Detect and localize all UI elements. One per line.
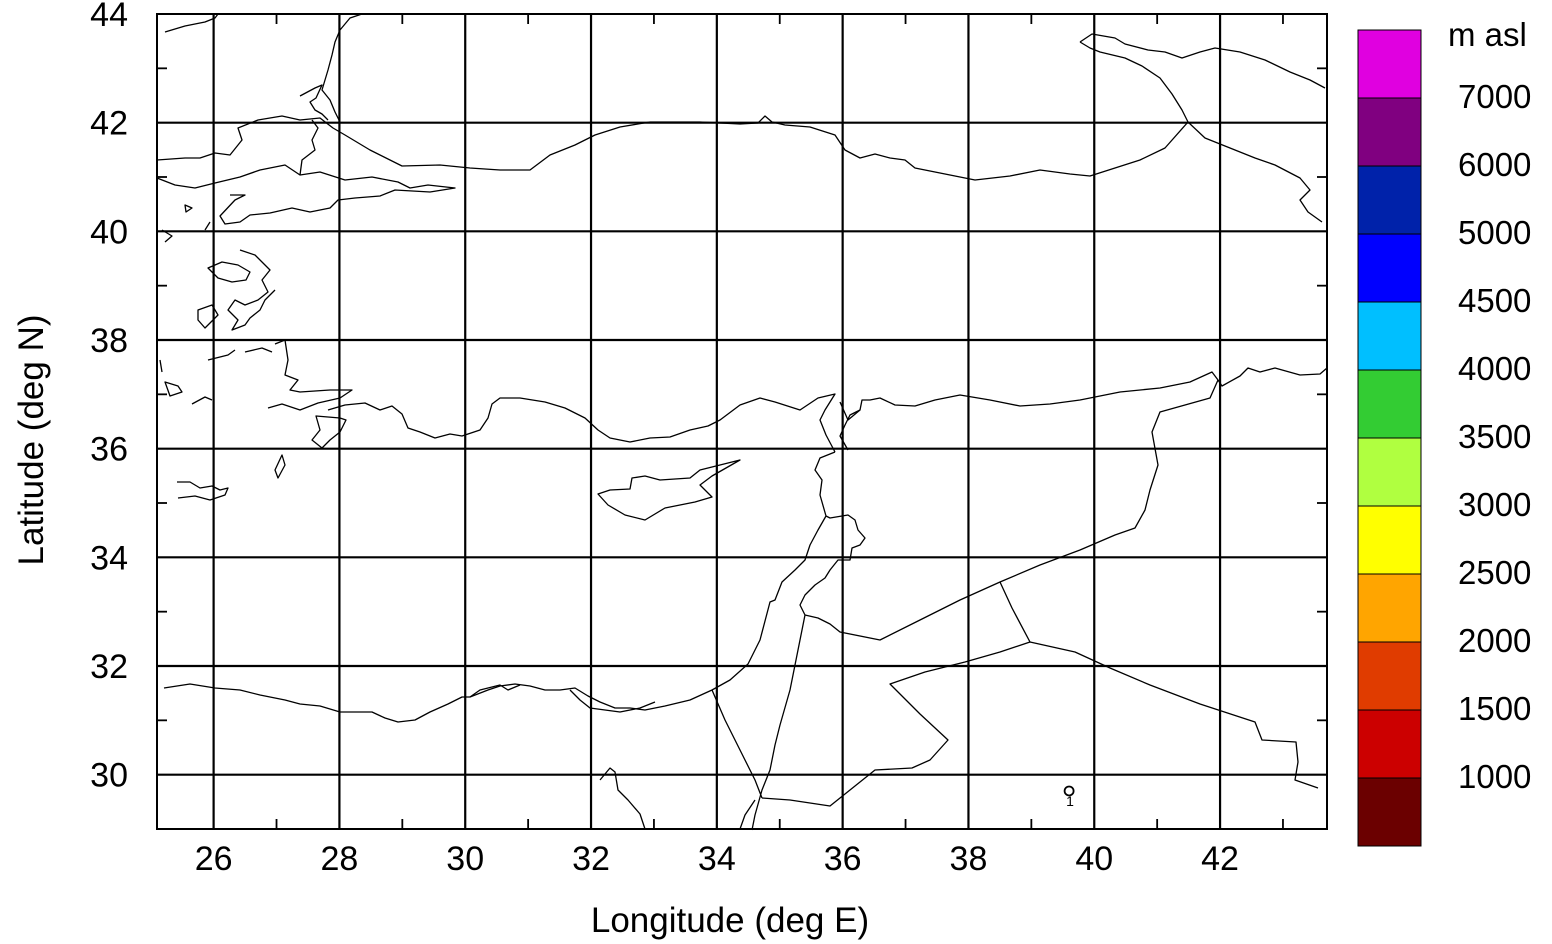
y-tick-label: 42 xyxy=(90,105,128,143)
colorbar-swatch xyxy=(1357,369,1422,439)
colorbar-swatch xyxy=(1357,641,1422,711)
colorbar-label: 3500 xyxy=(1458,418,1531,455)
x-tick-label: 26 xyxy=(195,840,233,878)
y-axis-title: Latitude (deg N) xyxy=(12,315,51,566)
y-tick-label: 34 xyxy=(90,539,128,577)
colorbar-label: 4000 xyxy=(1458,350,1531,387)
plot-area xyxy=(156,13,1328,830)
colorbar-swatch xyxy=(1357,29,1422,99)
colorbar-label: 2500 xyxy=(1458,554,1531,591)
y-tick-label: 32 xyxy=(90,648,128,686)
x-tick-label: 42 xyxy=(1201,840,1239,878)
colorbar-swatch xyxy=(1357,777,1422,847)
y-tick-labels: 30 32 34 36 38 40 42 44 xyxy=(90,0,128,795)
colorbar-label: 1000 xyxy=(1458,758,1531,795)
colorbar-label: 1500 xyxy=(1458,690,1531,727)
x-tick-label: 36 xyxy=(824,840,862,878)
y-tick-label: 38 xyxy=(90,322,128,360)
x-tick-label: 38 xyxy=(950,840,988,878)
y-tick-label: 36 xyxy=(90,431,128,469)
x-tick-label: 30 xyxy=(446,840,484,878)
colorbar-swatch xyxy=(1357,233,1422,303)
coastlines xyxy=(156,13,1328,831)
site-marker-label: 1 xyxy=(1066,793,1074,809)
colorbar-swatch xyxy=(1357,165,1422,235)
x-tick-label: 34 xyxy=(698,840,736,878)
x-tick-label: 28 xyxy=(321,840,359,878)
y-tick-label: 40 xyxy=(90,213,128,251)
colorbar-swatch xyxy=(1357,573,1422,643)
colorbar-label: 5000 xyxy=(1458,214,1531,251)
axis-ticks xyxy=(157,14,1327,830)
colorbar-label: 4500 xyxy=(1458,282,1531,319)
colorbar-swatch xyxy=(1357,437,1422,507)
x-axis-title: Longitude (deg E) xyxy=(591,901,869,940)
colorbar-label: 6000 xyxy=(1458,146,1531,183)
site-marker: 1 xyxy=(1063,785,1075,809)
colorbar: 1000 1500 2000 2500 3000 3500 4000 4500 5000 6000… xyxy=(1357,29,1531,847)
y-tick-label: 44 xyxy=(90,0,128,34)
colorbar-swatch xyxy=(1357,301,1422,371)
y-tick-label: 30 xyxy=(90,757,128,795)
x-tick-label: 40 xyxy=(1075,840,1113,878)
colorbar-label: 2000 xyxy=(1458,622,1531,659)
x-tick-label: 32 xyxy=(572,840,610,878)
colorbar-unit: m asl xyxy=(1448,16,1527,53)
colorbar-swatch xyxy=(1357,709,1422,779)
colorbar-swatch xyxy=(1357,505,1422,575)
site-marker-dot xyxy=(1063,785,1075,797)
x-tick-labels: 26 28 30 32 34 36 38 40 42 xyxy=(195,840,1239,878)
colorbar-label: 3000 xyxy=(1458,486,1531,523)
colorbar-label: 7000 xyxy=(1458,78,1531,115)
colorbar-swatch xyxy=(1357,97,1422,167)
